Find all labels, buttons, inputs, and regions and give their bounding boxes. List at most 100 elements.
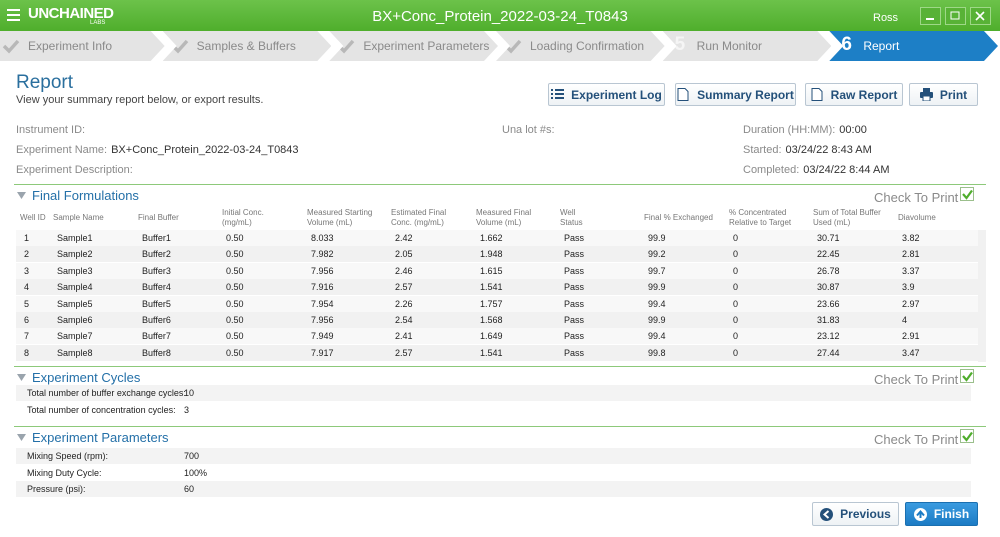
table-cell: 3.82: [902, 233, 920, 243]
step[interactable]: Experiment Parameters: [329, 31, 498, 61]
check-icon: [962, 431, 973, 442]
table-cell: 2.97: [902, 298, 920, 309]
table-cell: 31.83: [817, 315, 840, 325]
table-cell: 0: [733, 298, 739, 309]
table-row: [16, 481, 971, 497]
table-cell: 0.50: [226, 298, 244, 309]
table-cell: Pass: [564, 298, 585, 309]
table-cell: Sample6: [57, 315, 93, 325]
param-value: 3: [184, 404, 190, 415]
table-cell: 0.50: [226, 347, 244, 358]
table-cell: Sample5: [57, 298, 93, 309]
table-cell: 4: [902, 315, 908, 325]
step[interactable]: Experiment Info: [0, 31, 165, 61]
table-cell: 3.47: [902, 347, 920, 358]
info-field: Experiment Name: BX+Conc_Protein_2022-03-…: [16, 140, 299, 158]
table-cell: 7.917: [311, 347, 334, 358]
table-cell: 30.87: [817, 282, 840, 293]
step-label: Experiment Info: [28, 39, 113, 53]
table-row: [16, 279, 978, 296]
column-header: Sample Name: [53, 213, 104, 222]
table-cell: Buffer1: [142, 233, 171, 243]
table-cell: Buffer8: [142, 347, 171, 358]
table-cell: 1.757: [480, 298, 503, 309]
collapse-arrow: [17, 374, 26, 381]
table-row: [16, 448, 971, 464]
user-name[interactable]: Ross: [873, 12, 899, 24]
table-cell: 1.662: [480, 233, 503, 243]
button-icon: [551, 89, 565, 99]
column-header: Measured Starting Volume (mL): [307, 208, 373, 227]
collapse-arrow: [17, 192, 26, 199]
section-title: Final Formulations: [32, 188, 139, 203]
toolbar-button[interactable]: Summary Report: [675, 83, 796, 106]
info-label: Experiment Description:: [16, 164, 133, 176]
button-icon: [919, 88, 933, 101]
button-label: Print: [939, 87, 968, 102]
step-bar: Experiment Info Samples & Buffers Experime…: [0, 31, 1000, 61]
column-header: Diavolume: [898, 213, 936, 222]
checkbox[interactable]: [960, 429, 974, 443]
toolbar-button[interactable]: Print: [909, 83, 978, 106]
step-number: 6: [841, 34, 852, 55]
nav-button[interactable]: Previous: [812, 502, 899, 526]
table-cell: 0.50: [226, 249, 244, 260]
table-cell: 99.9: [648, 315, 666, 325]
menu-icon[interactable]: [7, 9, 20, 21]
table-cell: Buffer6: [142, 315, 171, 325]
table-cell: 99.9: [648, 282, 666, 293]
section-title: Experiment Cycles: [32, 370, 141, 385]
table-cell: 7.956: [311, 265, 334, 276]
check-icon: [962, 371, 973, 382]
info-field: Instrument ID:: [16, 120, 85, 138]
table-cell: 2.42: [395, 233, 413, 243]
table-cell: 3.9: [902, 282, 915, 293]
toolbar-button[interactable]: Experiment Log: [548, 83, 665, 106]
table-cell: 2.26: [395, 298, 413, 309]
section-divider: [14, 426, 986, 427]
table-cell: 23.66: [817, 298, 840, 309]
table-cell: 0: [733, 331, 739, 342]
table-cell: 1.541: [480, 282, 503, 293]
table-row: [16, 385, 971, 401]
table-cell: 7: [24, 331, 30, 342]
table-cell: 99.2: [648, 249, 666, 260]
table-cell: 0: [733, 347, 739, 358]
table-cell: 7.916: [311, 282, 334, 293]
table-row: [16, 401, 971, 418]
step-check-icon: [2, 37, 20, 55]
table-cell: Sample1: [57, 233, 93, 243]
step[interactable]: 5 Run Monitor: [663, 31, 832, 61]
table-cell: 3.37: [902, 265, 920, 276]
step-label: Loading Confirmation: [530, 39, 645, 53]
table-cell: 0: [733, 249, 739, 260]
table-cell: Buffer7: [142, 331, 171, 342]
step[interactable]: 6 Report: [829, 31, 998, 61]
checkbox[interactable]: [960, 187, 974, 201]
step[interactable]: Loading Confirmation: [496, 31, 665, 61]
table-row: [16, 262, 978, 279]
section-divider: [14, 366, 986, 367]
info-value: 03/24/22 8:44 AM: [803, 164, 890, 176]
button-label: Summary Report: [697, 87, 794, 102]
check-label: Check To Print: [874, 432, 959, 447]
table-cell: 6: [24, 315, 30, 325]
table-cell: Pass: [564, 249, 585, 260]
column-header: Final % Exchanged: [644, 213, 713, 222]
info-value: BX+Conc_Protein_2022-03-24_T0843: [111, 144, 299, 156]
table-cell: 99.4: [648, 298, 666, 309]
table-cell: 7.954: [311, 298, 334, 309]
step[interactable]: Samples & Buffers: [163, 31, 332, 61]
info-label: Completed:: [743, 164, 800, 176]
table-cell: 0.50: [226, 315, 244, 325]
checkbox[interactable]: [960, 369, 974, 383]
column-header: % Concentrated Relative to Target: [729, 208, 792, 227]
nav-button[interactable]: Finish: [905, 502, 978, 526]
table-cell: 0: [733, 265, 739, 276]
param-label: Total number of concentration cycles:: [27, 404, 176, 415]
table-cell: 5: [24, 298, 30, 309]
step-number: 5: [674, 34, 686, 55]
table-cell: 1.649: [480, 331, 503, 342]
table-cell: 8: [24, 347, 30, 358]
toolbar-button[interactable]: Raw Report: [805, 83, 903, 106]
